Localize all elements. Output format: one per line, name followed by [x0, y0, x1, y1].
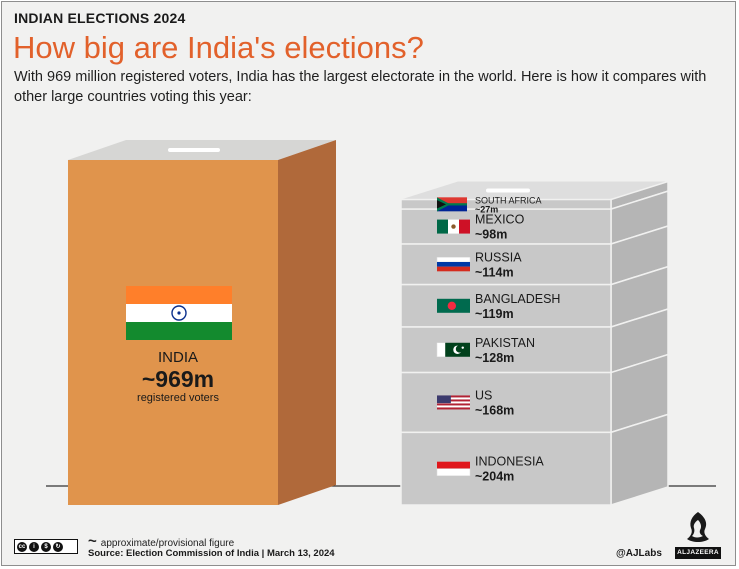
label-indonesia: INDONESIA	[475, 455, 544, 469]
bar-pakistan	[400, 326, 612, 374]
value-mexico: ~98m	[475, 228, 507, 242]
cc-icon: cc	[17, 541, 27, 552]
bar-indonesia	[400, 431, 612, 506]
pk-white	[436, 342, 446, 358]
india-flag-saffron	[126, 286, 232, 304]
label-bangladesh: BANGLADESH	[475, 292, 560, 306]
value-south-africa: ~27m	[475, 204, 498, 214]
aljazeera-flame-icon	[687, 512, 709, 542]
id-white	[436, 468, 471, 476]
label-south-africa: SOUTH AFRICA	[475, 195, 542, 205]
indonesia-flag-icon	[436, 461, 471, 476]
sa-icon: ↻	[53, 541, 63, 552]
us-stripe	[437, 401, 470, 404]
india-ballot-slot	[168, 148, 220, 152]
bar-russia	[400, 243, 612, 286]
india-box-side	[278, 140, 336, 505]
label-us: US	[475, 388, 492, 402]
mexico-flag-icon	[437, 219, 470, 234]
mx-green	[437, 219, 448, 234]
bangladesh-flag-icon	[437, 298, 470, 313]
south-africa-flag-icon	[437, 197, 467, 212]
value-indonesia: ~204m	[475, 470, 514, 484]
india-flag-chakra	[171, 305, 187, 321]
bd-red-disc	[447, 301, 457, 310]
ru-white	[436, 257, 471, 263]
value-bangladesh: ~119m	[475, 307, 514, 321]
id-red	[437, 461, 470, 469]
us-stripe	[437, 399, 470, 402]
us-stripe	[437, 405, 470, 408]
india-value-label: ~969m	[142, 366, 214, 392]
bar-mexico	[400, 208, 612, 245]
subtitle: With 969 million registered voters, Indi…	[14, 69, 707, 105]
bar-bangladesh	[400, 283, 612, 328]
stack-box-top	[401, 181, 668, 200]
pk-crescent-inner	[455, 345, 464, 353]
value-us: ~168m	[475, 403, 514, 417]
label-pakistan: PAKISTAN	[475, 336, 535, 350]
brand-name: ALJAZEERA	[675, 547, 721, 559]
label-russia: RUSSIA	[475, 250, 522, 264]
mx-emblem	[451, 224, 456, 229]
source-line: Source: Election Commission of India | M…	[88, 548, 335, 559]
india-flag-green	[126, 322, 232, 340]
ru-red	[437, 266, 470, 272]
sa-blue	[437, 204, 467, 212]
value-pakistan: ~128m	[475, 351, 514, 365]
sa-black	[437, 200, 446, 209]
license-badge: cc i $ ↻	[14, 539, 78, 554]
us-stripe	[437, 403, 470, 406]
india-caption: registered voters	[137, 392, 219, 404]
value-russia: ~114m	[475, 265, 514, 279]
tilde-icon: ~	[88, 533, 97, 550]
approx-note-text: approximate/provisional figure	[100, 538, 235, 549]
india-flag-chakra-hub	[177, 311, 181, 315]
mx-red	[459, 219, 470, 234]
credit: @AJLabs	[616, 548, 662, 559]
us-canton	[437, 395, 451, 404]
pakistan-flag-icon	[436, 342, 470, 358]
page-title: How big are India's elections?	[13, 30, 424, 65]
stack-ballot-slot	[486, 188, 530, 193]
by-icon: i	[29, 541, 39, 552]
us-stripe	[437, 397, 470, 400]
us-flag-icon	[437, 395, 470, 410]
approx-note: ~ approximate/provisional figure	[88, 533, 234, 550]
bar-us	[400, 371, 612, 434]
india-name-label: INDIA	[158, 349, 198, 366]
aljazeera-logo: ALJAZEERA	[675, 509, 721, 561]
us-stripe	[437, 407, 470, 410]
nc-icon: $	[41, 541, 51, 552]
russia-flag-icon	[436, 257, 471, 272]
sa-red	[437, 197, 467, 205]
sa-band	[447, 203, 467, 206]
kicker: INDIAN ELECTIONS 2024	[14, 10, 186, 26]
pk-star	[461, 346, 464, 349]
label-mexico: MEXICO	[475, 213, 525, 227]
ru-blue	[437, 261, 470, 267]
us-stripe	[437, 395, 470, 398]
